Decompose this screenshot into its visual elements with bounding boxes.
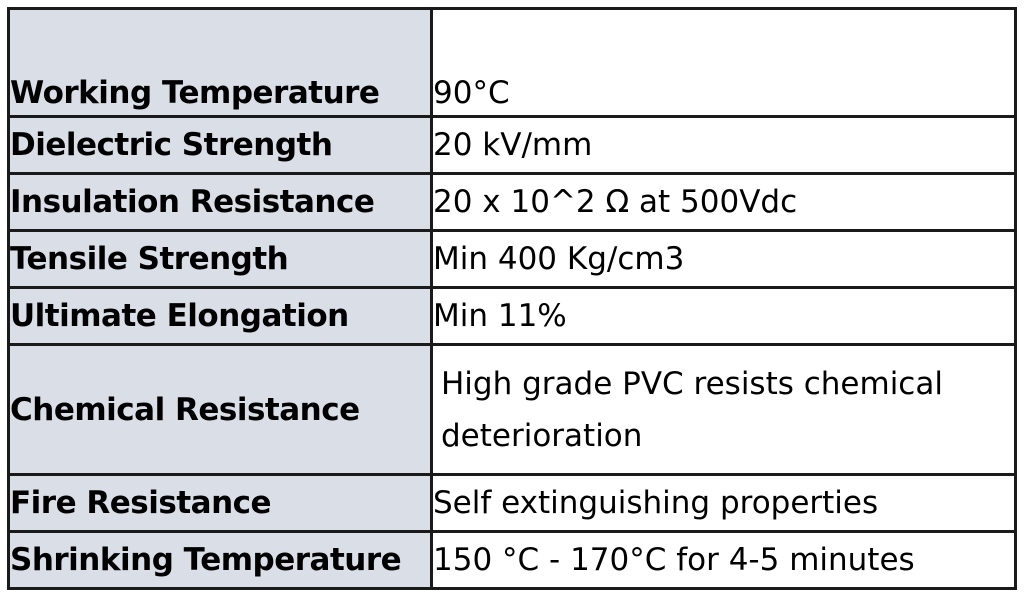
row-value: 90°C	[430, 7, 1017, 118]
row-label: Shrinking Temperature	[7, 530, 433, 590]
row-value: 20 kV/mm	[430, 115, 1017, 175]
row-label: Working Temperature	[7, 7, 433, 118]
row-label: Insulation Resistance	[7, 172, 433, 232]
row-label: Tensile Strength	[7, 229, 433, 289]
specifications-table: Working Temperature 90°C Dielectric Stre…	[7, 7, 1017, 590]
table-row: Fire Resistance Self extinguishing prope…	[7, 473, 1017, 533]
table-row: Shrinking Temperature 150 °C - 170°C for…	[7, 530, 1017, 590]
row-label: Dielectric Strength	[7, 115, 433, 175]
row-value: Min 400 Kg/cm3	[430, 229, 1017, 289]
row-value: 20 x 10^2 Ω at 500Vdc	[430, 172, 1017, 232]
table-row: Tensile Strength Min 400 Kg/cm3	[7, 229, 1017, 289]
row-label: Ultimate Elongation	[7, 286, 433, 346]
row-label: Chemical Resistance	[7, 343, 433, 476]
row-label: Fire Resistance	[7, 473, 433, 533]
row-value: 150 °C - 170°C for 4-5 minutes	[430, 530, 1017, 590]
table-row: Dielectric Strength 20 kV/mm	[7, 115, 1017, 175]
row-value: Self extinguishing properties	[430, 473, 1017, 533]
row-value: Min 11%	[430, 286, 1017, 346]
row-value: High grade PVC resists chemical deterior…	[430, 343, 1017, 476]
table-row: Ultimate Elongation Min 11%	[7, 286, 1017, 346]
table-row: Chemical Resistance High grade PVC resis…	[7, 343, 1017, 476]
table-row: Working Temperature 90°C	[7, 7, 1017, 118]
table-row: Insulation Resistance 20 x 10^2 Ω at 500…	[7, 172, 1017, 232]
